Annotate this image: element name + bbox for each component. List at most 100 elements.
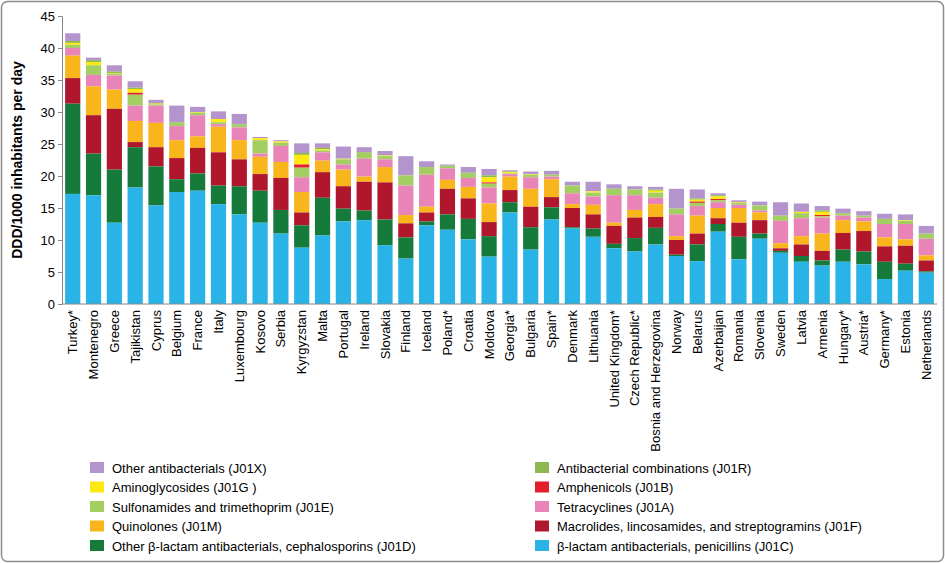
bar-segment xyxy=(419,207,434,213)
tick-label: Czech Republic* xyxy=(627,310,642,406)
bar-segment xyxy=(898,239,913,245)
bar-segment xyxy=(606,244,621,248)
bar-segment xyxy=(648,228,663,245)
bar-segment xyxy=(107,65,122,71)
legend-item: Other antibacterials (J01X) xyxy=(90,461,267,476)
tick: Slovenia xyxy=(752,309,767,360)
bar-segment xyxy=(523,172,538,175)
tick-label: Hungary* xyxy=(836,310,851,364)
bar-segment xyxy=(128,142,143,147)
bar-segment xyxy=(481,236,496,256)
bar-segment xyxy=(523,175,538,178)
tick: Norway xyxy=(669,310,684,355)
bar-segment xyxy=(294,164,309,167)
bar-segment xyxy=(107,109,122,170)
bar-segment xyxy=(377,151,392,155)
bar-segment xyxy=(190,136,205,148)
axis-line xyxy=(62,304,937,305)
tick-label: Malta xyxy=(315,309,330,342)
bar-segment xyxy=(835,220,850,233)
tick: Finland xyxy=(398,310,413,353)
tick-label: Lithuania xyxy=(586,309,601,363)
tick-label: Kosovo xyxy=(253,310,268,353)
bar-segment xyxy=(128,121,143,142)
bar-segment xyxy=(336,170,351,187)
bar-segment xyxy=(273,146,288,162)
bar-segment xyxy=(523,250,538,304)
tick-label: Moldova xyxy=(482,309,497,359)
tick: 25 xyxy=(41,137,62,152)
bar-segment xyxy=(107,223,122,304)
bar-segment xyxy=(502,172,517,173)
bar-segment xyxy=(232,114,247,124)
tick-mark xyxy=(58,48,62,49)
tick: Moldova xyxy=(482,309,497,359)
bar-segment xyxy=(710,202,725,208)
tick-label: Finland xyxy=(398,310,413,353)
tick-label: Norway xyxy=(669,310,684,355)
bar-segment xyxy=(336,158,351,159)
bar-segment xyxy=(898,271,913,304)
bar-segment xyxy=(461,167,476,173)
tick: Serbia xyxy=(273,309,288,347)
tick-label: 25 xyxy=(41,137,55,152)
tick-label: Bosnia and Herzegovina xyxy=(648,309,663,451)
bar-segment xyxy=(232,125,247,128)
bar-segment xyxy=(773,243,788,248)
tick: Malta xyxy=(315,309,330,342)
tick: Tajikistan xyxy=(128,310,143,363)
legend-item: Other β-lactam antibacterials, cephalosp… xyxy=(90,539,416,554)
bar-segment xyxy=(357,177,372,182)
bar-segment xyxy=(648,244,663,304)
bar-segment xyxy=(440,230,455,304)
tick: Austria* xyxy=(856,310,871,356)
tick-label: Cyprus xyxy=(149,310,164,352)
bar-segment xyxy=(877,224,892,237)
bar-segment xyxy=(294,143,309,153)
y-axis: 051015202530354045 xyxy=(41,9,63,312)
bar-segment xyxy=(794,211,809,212)
bar-segment xyxy=(752,239,767,304)
bar-segment xyxy=(440,189,455,215)
tick-mark xyxy=(58,80,62,81)
legend-item: Quinolones (J01M) xyxy=(90,519,222,534)
bar-segment xyxy=(794,218,809,236)
bar-segment xyxy=(544,207,559,219)
bar-segment xyxy=(86,195,101,304)
legend-swatch xyxy=(90,482,104,493)
bar-segment xyxy=(606,248,621,304)
bar-segment xyxy=(211,127,226,153)
bar-segment xyxy=(794,212,809,213)
bar-segment xyxy=(648,191,663,193)
tick-label: Romania xyxy=(731,309,746,362)
bar-segment xyxy=(710,218,725,224)
bar-segment xyxy=(565,227,580,228)
bar-segment xyxy=(315,236,330,304)
bar-segment xyxy=(481,204,496,223)
bar-segment xyxy=(377,182,392,219)
bar-segment xyxy=(690,216,705,234)
bar-segment xyxy=(65,78,80,104)
tick: Portugal xyxy=(336,310,351,359)
bar-segment xyxy=(690,244,705,261)
bar-segment xyxy=(606,223,621,226)
legend-swatch xyxy=(535,462,549,473)
tick: 5 xyxy=(48,265,62,280)
bar-segment xyxy=(502,170,517,171)
bar-segment xyxy=(919,260,934,271)
bar-segment xyxy=(481,182,496,183)
bar-segment xyxy=(273,178,288,210)
bar-segment xyxy=(731,203,746,205)
bar-segment xyxy=(148,104,163,105)
bar-segment xyxy=(544,220,559,304)
bar-segment xyxy=(690,189,705,198)
bar-segment xyxy=(190,173,205,190)
tick: Bulgaria xyxy=(523,309,538,357)
bar-segment xyxy=(148,106,163,123)
bar-segment xyxy=(648,193,663,198)
bar-segment xyxy=(898,214,913,220)
bar-segment xyxy=(65,41,80,43)
tick-label: Greece xyxy=(107,310,122,353)
bar-segment xyxy=(815,234,830,251)
bar-segment xyxy=(128,188,143,304)
